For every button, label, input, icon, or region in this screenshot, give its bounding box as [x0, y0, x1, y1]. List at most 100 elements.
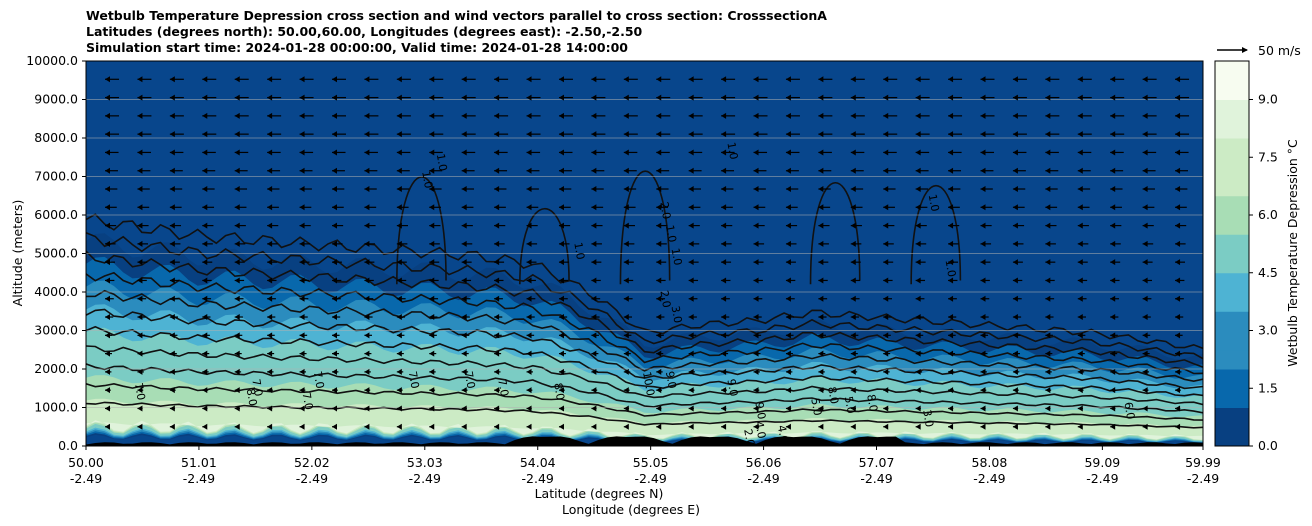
- wind-vector-head: [688, 295, 694, 302]
- wind-vector-head: [850, 240, 856, 247]
- wind-vector-head: [331, 277, 337, 284]
- wind-vector-head: [267, 76, 273, 83]
- wind-vector-head: [267, 387, 273, 394]
- colorbar-band: [1215, 292, 1249, 312]
- wind-vector-head: [299, 94, 305, 101]
- wind-vector-head: [1045, 112, 1051, 119]
- colorbar-bands: [1214, 60, 1250, 447]
- wind-vector-head: [526, 350, 532, 357]
- wind-vector-head: [948, 149, 954, 156]
- wind-vector-head: [1175, 94, 1181, 101]
- wind-vector-head: [331, 423, 337, 430]
- wind-vector-head: [785, 405, 791, 412]
- wind-vector-head: [331, 186, 337, 193]
- wind-vector-head: [558, 186, 564, 193]
- colorbar-band: [1215, 234, 1249, 254]
- wind-vector-head: [1012, 186, 1018, 193]
- wind-vector-head: [494, 277, 500, 284]
- wind-vector-head: [591, 167, 597, 174]
- wind-vector-head: [299, 186, 305, 193]
- wind-vector-head: [721, 94, 727, 101]
- wind-vector-head: [494, 222, 500, 229]
- wind-vector-head: [1175, 387, 1181, 394]
- wind-vector-head: [1077, 350, 1083, 357]
- wind-vector-head: [202, 259, 208, 266]
- wind-vector-head: [494, 314, 500, 321]
- wind-vector-head: [1077, 332, 1083, 339]
- plot-area: 1.01.01.01.02.01.01.01.01.02.03.07.0 7.0 7…: [86, 61, 1203, 446]
- wind-vector-head: [623, 222, 629, 229]
- contour-line: [619, 170, 671, 285]
- wind-vector-head: [1110, 131, 1116, 138]
- wind-vector-head: [105, 350, 111, 357]
- wind-vector-head: [915, 112, 921, 119]
- wind-vector-head: [429, 204, 435, 211]
- wind-vector-head: [785, 423, 791, 430]
- contour-line: [910, 184, 962, 285]
- wind-vector-head: [1012, 131, 1018, 138]
- wind-vector-head: [267, 423, 273, 430]
- wind-vector-head: [299, 332, 305, 339]
- wind-vector-head: [753, 131, 759, 138]
- wind-vector-head: [1142, 76, 1148, 83]
- wind-vector-head: [948, 259, 954, 266]
- wind-vector-head: [818, 387, 824, 394]
- wind-vector-head: [1012, 332, 1018, 339]
- wind-vector-head: [623, 186, 629, 193]
- wind-vector-head: [1110, 186, 1116, 193]
- wind-vector-head: [494, 259, 500, 266]
- wind-vector-head: [688, 240, 694, 247]
- wind-vector-head: [948, 405, 954, 412]
- wind-vector-head: [915, 332, 921, 339]
- wind-vector-head: [753, 186, 759, 193]
- wind-vector-head: [429, 259, 435, 266]
- wind-vector-head: [1142, 423, 1148, 430]
- contour-label: 7.0: [462, 370, 478, 389]
- y-tick-label: 5000.0: [34, 246, 78, 261]
- wind-vector-head: [591, 277, 597, 284]
- wind-vector-head: [169, 423, 175, 430]
- wind-vector-head: [494, 350, 500, 357]
- wind-vector-head: [623, 405, 629, 412]
- wind-vector-head: [461, 76, 467, 83]
- wind-vector-head: [105, 423, 111, 430]
- colorbar-band: [1215, 61, 1249, 81]
- wind-vector-head: [267, 405, 273, 412]
- x-tick-label-lon: -2.49: [409, 471, 441, 486]
- wind-vector-head: [915, 167, 921, 174]
- terrain: [86, 436, 1203, 446]
- wind-vector-head: [980, 94, 986, 101]
- wind-vector-head: [234, 259, 240, 266]
- wind-vector-head: [137, 186, 143, 193]
- wind-vector-head: [1077, 167, 1083, 174]
- wind-vector-head: [948, 131, 954, 138]
- wind-vector-head: [623, 368, 629, 375]
- wind-vector-head: [299, 240, 305, 247]
- wind-vector-head: [429, 387, 435, 394]
- wind-vector-head: [785, 259, 791, 266]
- chart-title-line-2: Latitudes (degrees north): 50.00,60.00, …: [86, 24, 643, 39]
- wind-vector-head: [1045, 387, 1051, 394]
- wind-vector-head: [1110, 222, 1116, 229]
- wind-vector-head: [137, 94, 143, 101]
- x-axis-ticks: 50.00-2.4951.01-2.4952.02-2.4953.03-2.49…: [68, 446, 1221, 486]
- wind-vector-head: [883, 167, 889, 174]
- wind-vector-head: [850, 149, 856, 156]
- wind-vector-head: [1077, 149, 1083, 156]
- x-tick-label-lon: -2.49: [1187, 471, 1219, 486]
- wind-vector-head: [1175, 222, 1181, 229]
- wind-vector-head: [234, 240, 240, 247]
- wind-vector-head: [331, 94, 337, 101]
- contour-label: 9.0: [663, 370, 679, 389]
- colorbar-band: [1215, 330, 1249, 351]
- gridlines: [86, 61, 1203, 446]
- wind-vector-head: [1175, 332, 1181, 339]
- colorbar-band: [1215, 157, 1249, 177]
- wind-vector-head: [1012, 314, 1018, 321]
- contour-labels: 1.01.01.01.02.01.01.01.01.02.03.07.0 7.0 7…: [132, 141, 1137, 446]
- wind-vector-head: [331, 131, 337, 138]
- wind-vector-head: [688, 76, 694, 83]
- wind-vector-head: [267, 277, 273, 284]
- wind-vector-head: [818, 277, 824, 284]
- wind-vector-head: [169, 94, 175, 101]
